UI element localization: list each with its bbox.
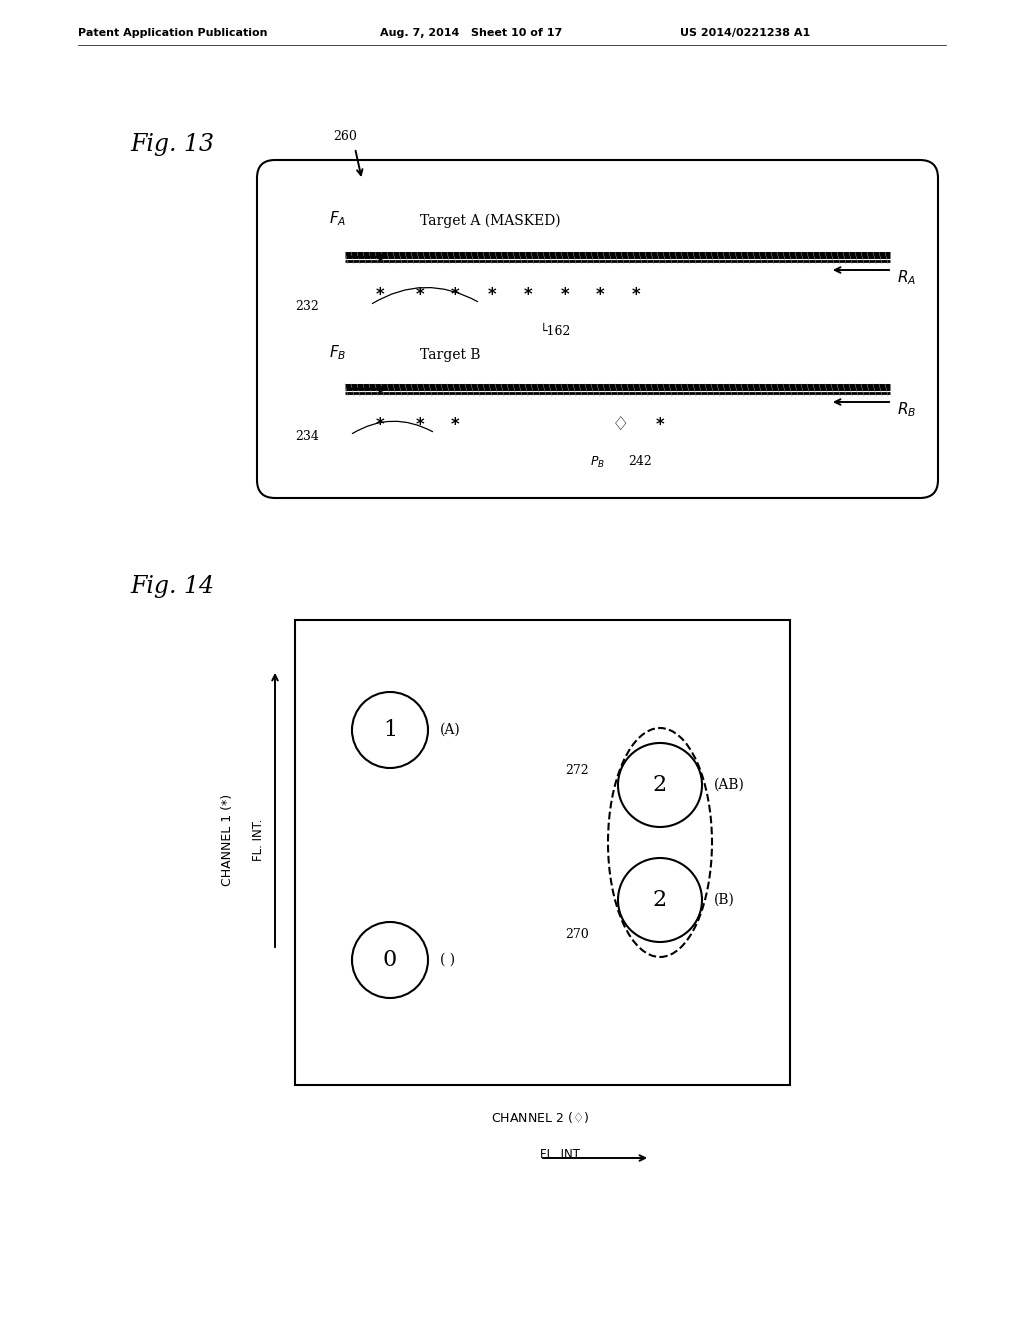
Text: 0: 0 [383, 949, 397, 972]
Text: 260: 260 [333, 129, 357, 143]
Text: CHANNEL 2 ($\diamondsuit$): CHANNEL 2 ($\diamondsuit$) [490, 1110, 589, 1125]
Text: Fig. 13: Fig. 13 [130, 133, 214, 156]
Text: ( ): ( ) [440, 953, 455, 968]
Text: *: * [416, 416, 424, 434]
Text: *: * [451, 286, 460, 304]
Text: $\mathit{F}_B$: $\mathit{F}_B$ [330, 343, 347, 362]
Text: US 2014/0221238 A1: US 2014/0221238 A1 [680, 28, 810, 38]
Text: *: * [523, 286, 532, 304]
Text: (AB): (AB) [714, 777, 744, 792]
Text: *: * [451, 416, 460, 434]
Text: Target A (MASKED): Target A (MASKED) [420, 214, 560, 228]
Text: 2: 2 [653, 888, 667, 911]
Text: *: * [376, 416, 384, 434]
Text: Patent Application Publication: Patent Application Publication [78, 28, 267, 38]
Text: CHANNEL 1 (*): CHANNEL 1 (*) [221, 793, 234, 886]
FancyBboxPatch shape [257, 160, 938, 498]
Text: Aug. 7, 2014   Sheet 10 of 17: Aug. 7, 2014 Sheet 10 of 17 [380, 28, 562, 38]
Text: $\mathit{R}_B$: $\mathit{R}_B$ [897, 401, 916, 420]
Text: *: * [655, 416, 665, 434]
Text: *: * [632, 286, 640, 304]
Text: 1: 1 [383, 719, 397, 741]
Text: 270: 270 [565, 928, 589, 941]
Text: 242: 242 [628, 455, 651, 469]
Text: *: * [596, 286, 604, 304]
Text: 232: 232 [295, 300, 318, 313]
Text: 272: 272 [565, 763, 589, 776]
Text: Target B: Target B [420, 348, 480, 362]
Text: └162: └162 [540, 325, 571, 338]
Text: ♢: ♢ [611, 416, 629, 434]
Text: *: * [416, 286, 424, 304]
Text: Fig. 14: Fig. 14 [130, 576, 214, 598]
Text: *: * [561, 286, 569, 304]
Text: (B): (B) [714, 894, 735, 907]
Text: (A): (A) [440, 723, 461, 737]
Text: $\mathit{F}_A$: $\mathit{F}_A$ [330, 210, 347, 228]
Text: $\mathit{P}_B$: $\mathit{P}_B$ [590, 455, 605, 470]
Bar [295, 620, 790, 1085]
Text: *: * [376, 286, 384, 304]
Text: $\mathit{R}_A$: $\mathit{R}_A$ [897, 269, 916, 288]
Text: *: * [487, 286, 497, 304]
Text: 2: 2 [653, 774, 667, 796]
Text: 234: 234 [295, 430, 318, 444]
Text: FL. INT.: FL. INT. [252, 818, 264, 861]
Text: FL. INT.: FL. INT. [540, 1148, 583, 1162]
